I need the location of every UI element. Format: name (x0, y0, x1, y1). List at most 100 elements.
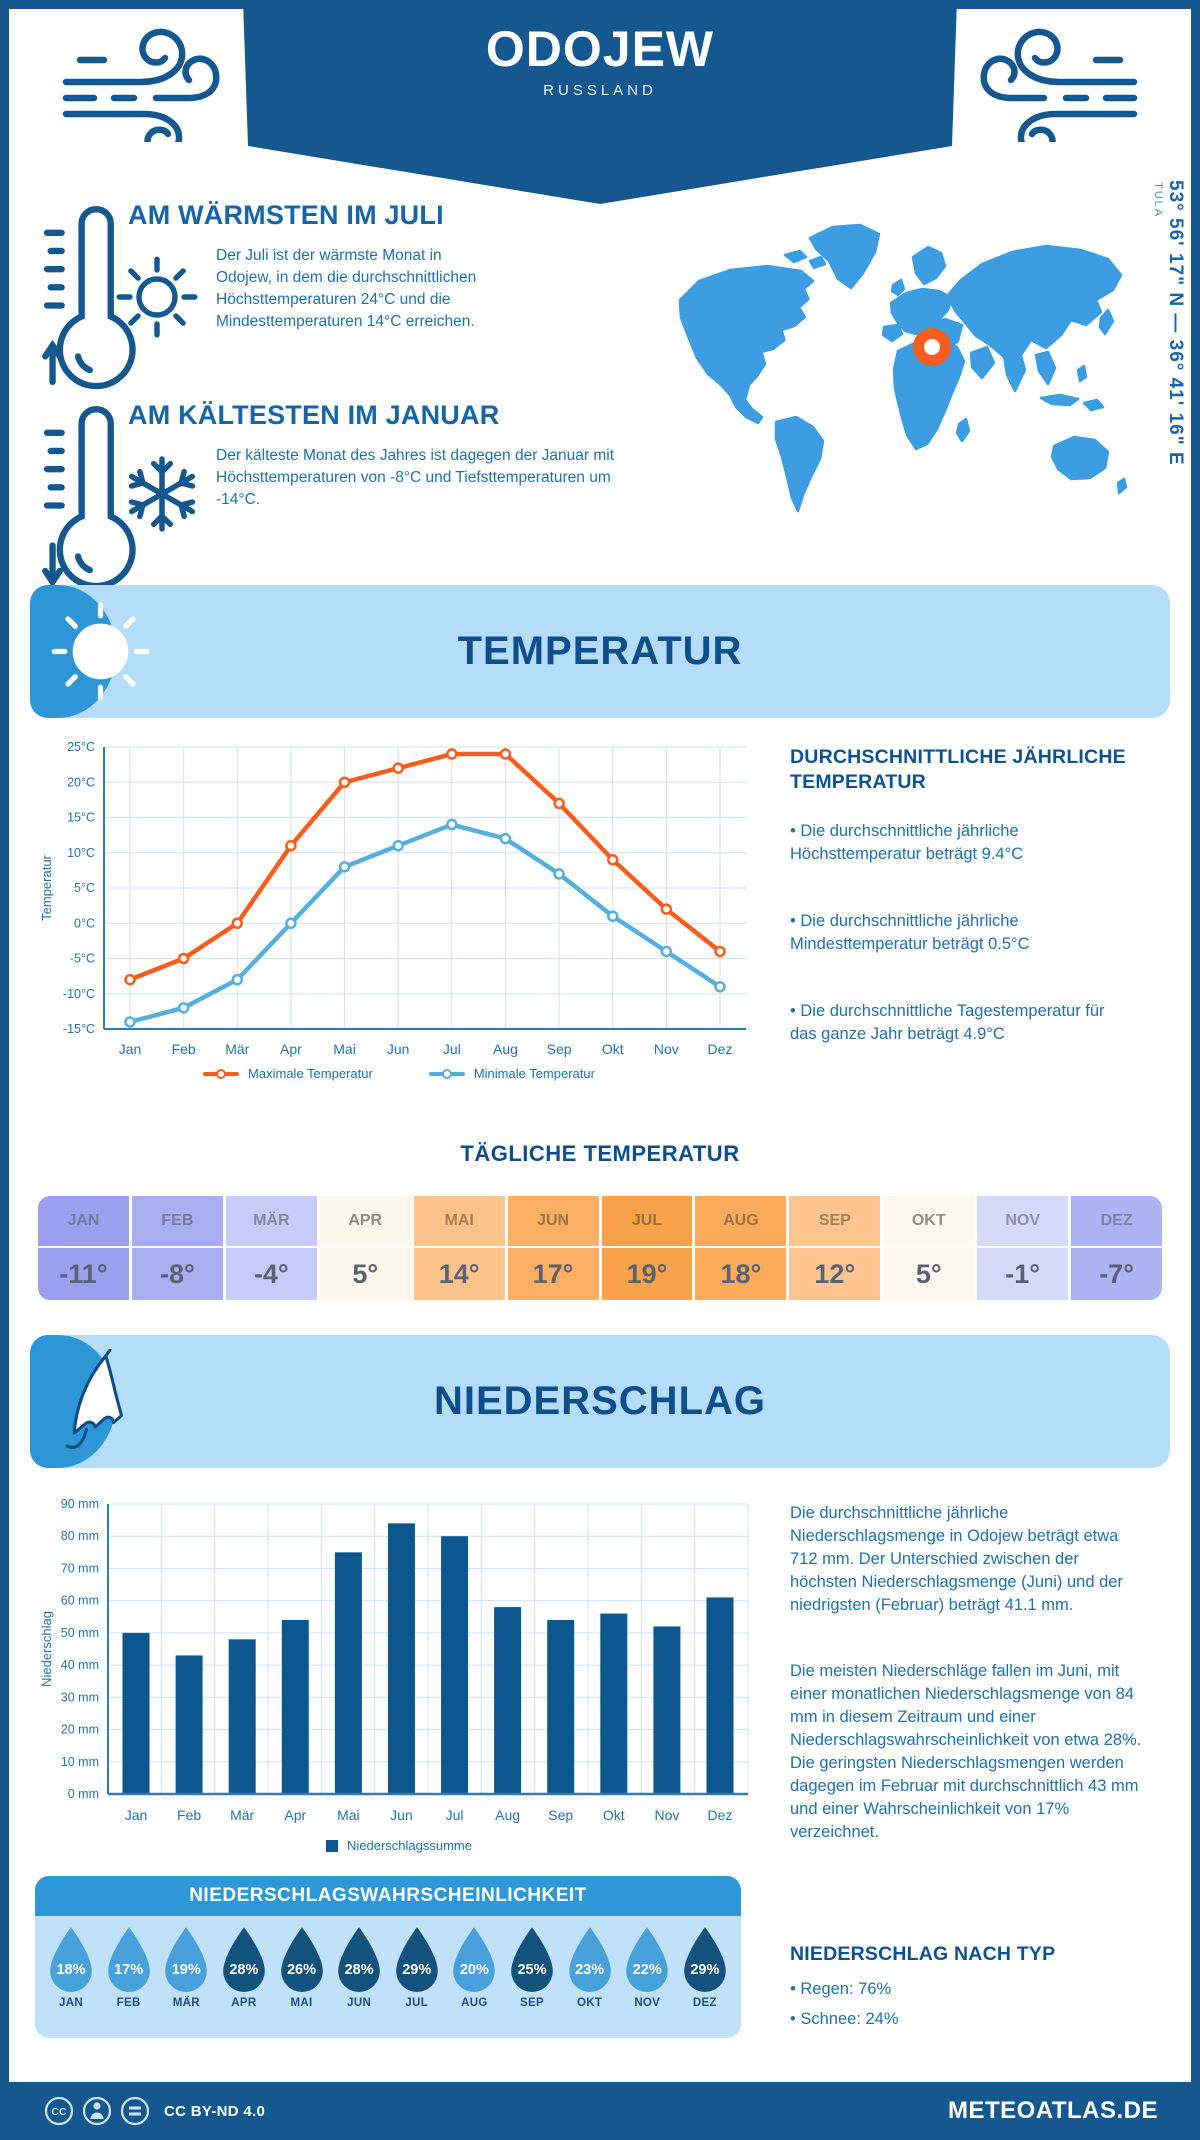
droplet-cell: 29% JUL (391, 1926, 443, 2009)
month-temp-cell: JUN 17° (507, 1196, 602, 1300)
droplet-row: 18% JAN 17% FEB 19% MÄR 28% APR 26% MAI … (35, 1916, 741, 2009)
month-temp-cell: DEZ -7° (1071, 1196, 1162, 1300)
droplet-icon (453, 1927, 496, 1992)
precip-paragraph: Die meisten Niederschläge fallen im Juni… (790, 1662, 1142, 1841)
month-label: MÄR (225, 1196, 317, 1248)
droplet-month: JUL (405, 1997, 429, 2009)
thermometer-up-icon (42, 206, 136, 390)
droplet-percent: 26% (286, 1962, 317, 1978)
x-tick-label: Okt (602, 1041, 624, 1057)
droplet-month: SEP (520, 1997, 544, 2009)
data-point (499, 832, 512, 845)
month-temp-cell: APR 5° (319, 1196, 414, 1300)
droplet-month: FEB (116, 1997, 141, 2009)
bar (228, 1639, 256, 1794)
data-point (660, 903, 673, 915)
legend-square-swatch (326, 1839, 338, 1852)
month-temp-value: -4° (253, 1258, 289, 1289)
bar (281, 1620, 309, 1794)
bar (334, 1552, 362, 1794)
droplet-month: AUG (461, 1997, 488, 2009)
x-tick-label: Mär (225, 1041, 249, 1057)
license-label: CC BY-ND 4.0 (164, 2102, 266, 2120)
data-point (338, 776, 351, 788)
data-point (499, 748, 512, 760)
coldest-title: AM KÄLTESTEN IM JANUAR (128, 400, 500, 430)
droplet-percent: 25% (517, 1962, 547, 1978)
month-temp-value: 14° (438, 1258, 480, 1289)
droplet-icon (626, 1927, 669, 1992)
data-point (124, 1016, 136, 1028)
region-label: TULA (1152, 182, 1164, 219)
droplet-percent: 19% (171, 1962, 201, 1978)
droplet-percent: 17% (114, 1962, 144, 1978)
data-point (392, 839, 404, 852)
droplet-icon (165, 1927, 208, 1992)
month-temp-value: -8° (159, 1258, 195, 1289)
y-tick-label: 40 mm (61, 1658, 99, 1672)
x-tick-label: Apr (284, 1807, 306, 1823)
month-temp-value: 18° (720, 1258, 762, 1289)
temp-info-item: • Die durchschnittliche jährliche Höchst… (790, 822, 1024, 863)
temperature-chart-legend: Maximale Temperatur Minimale Temperatur (38, 1066, 760, 1081)
bar (653, 1626, 681, 1794)
droplet-month: JAN (59, 1997, 83, 2009)
droplet-month: DEZ (692, 1997, 717, 2009)
cc-icons: CC (44, 2096, 150, 2126)
month-temp-cell: JUL 19° (601, 1196, 696, 1300)
bar (706, 1597, 734, 1794)
x-tick-label: Mai (337, 1807, 360, 1823)
x-tick-label: Mai (333, 1041, 356, 1057)
thermometer-down-icon (42, 406, 136, 590)
y-tick-label: -10°C (63, 987, 95, 1001)
data-point (714, 945, 726, 958)
bar (547, 1620, 575, 1794)
month-temp-value: 17° (532, 1258, 574, 1289)
y-tick-label: 20 mm (61, 1723, 99, 1737)
droplet-month: OKT (577, 1997, 603, 2009)
month-temp-value: 19° (626, 1258, 668, 1289)
bar (387, 1523, 415, 1794)
droplet-cell: 28% JUN (333, 1926, 385, 2009)
data-point (285, 839, 297, 852)
y-tick-label: 0°C (74, 916, 95, 930)
x-tick-label: Nov (654, 1041, 679, 1057)
data-point (446, 818, 458, 831)
month-label: NOV (977, 1196, 1069, 1248)
droplet-cell: 29% DEZ (679, 1926, 731, 2009)
x-tick-label: Aug (495, 1807, 520, 1823)
data-point (338, 861, 351, 873)
droplet-cell: 25% SEP (506, 1926, 558, 2009)
legend-item: Minimale Temperatur (428, 1066, 595, 1081)
x-tick-label: Mär (230, 1807, 254, 1823)
coordinates-text: 53° 56' 17" N — 36° 41' 16" E (1165, 180, 1186, 466)
data-point (553, 868, 565, 880)
legend-label: Minimale Temperatur (473, 1066, 595, 1081)
snowflake-icon (116, 456, 208, 540)
license-block: CC CC BY-ND 4.0 (42, 2091, 265, 2131)
y-tick-label: 10°C (67, 846, 95, 860)
droplet-cell: 19% MÄR (160, 1926, 212, 2009)
droplet-icon (568, 1927, 611, 1992)
month-temp-value: -1° (1005, 1258, 1041, 1289)
data-point (177, 952, 190, 965)
droplet-cell: 17% FEB (103, 1926, 155, 2009)
droplet-icon (395, 1927, 438, 1992)
data-point (446, 748, 458, 760)
droplet-month: MÄR (172, 1997, 200, 2009)
droplet-icon (338, 1927, 380, 1992)
sun-icon (116, 256, 198, 338)
warmest-text: Der Juli ist der wärmste Monat in Odojew… (216, 247, 477, 330)
data-point (660, 945, 673, 958)
y-tick-label: 70 mm (61, 1561, 99, 1575)
month-temp-cell: NOV -1° (977, 1196, 1072, 1300)
bar (494, 1607, 522, 1794)
y-tick-label: 15°C (67, 811, 95, 825)
precip-probability-panel: NIEDERSCHLAGSWAHRSCHEINLICHKEIT 18% JAN … (35, 1876, 741, 2038)
droplet-cell: 26% MAI (276, 1926, 328, 2009)
bar (441, 1536, 469, 1794)
data-point (231, 973, 244, 986)
temp-info-title: DURCHSCHNITTLICHE JÄHRLICHE TEMPERATUR (790, 746, 1126, 793)
month-temp-cell: JAN -11° (38, 1196, 132, 1300)
